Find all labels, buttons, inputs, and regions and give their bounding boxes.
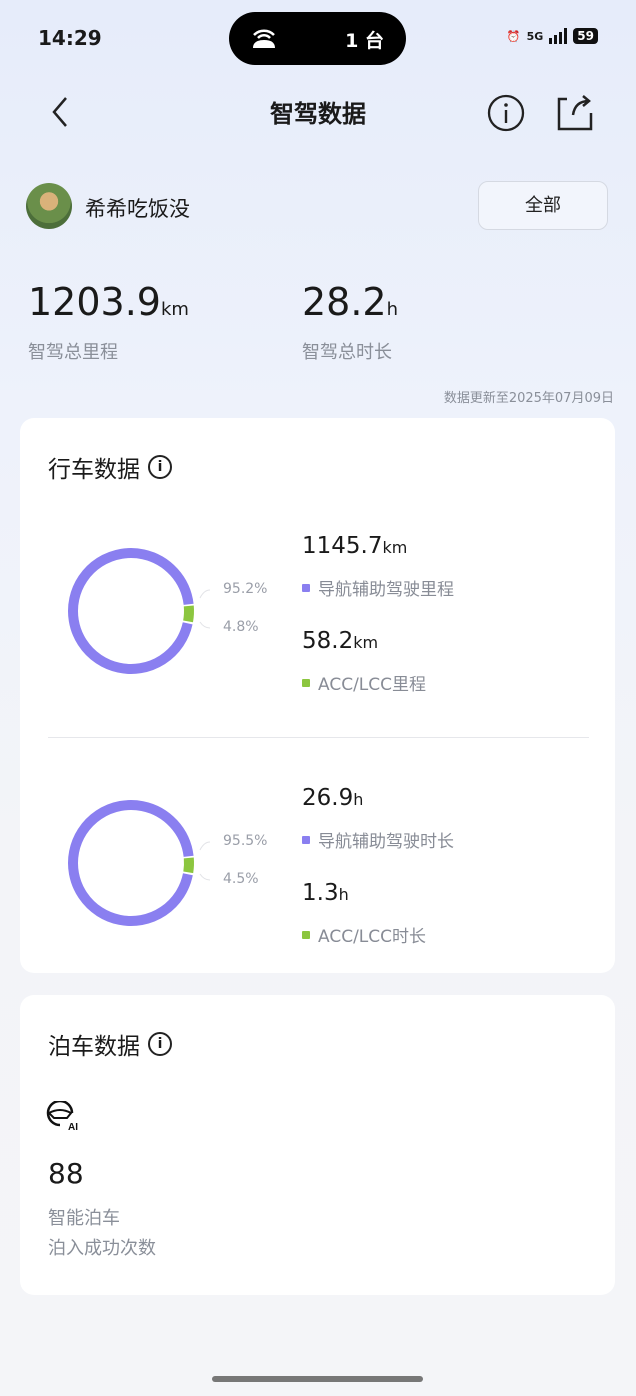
parking-title: 泊车数据	[48, 1034, 140, 1060]
legend-dot	[302, 930, 310, 939]
chevron-left-icon	[52, 97, 67, 127]
parking-card-title: 泊车数据 i	[48, 1027, 172, 1061]
duration-label: 智驾总时长	[302, 342, 392, 363]
driving-data-card: 行车数据 i 95.2% 4.8% 1145.7km 导航辅助驾驶里程 58.2k…	[20, 418, 615, 973]
distance-value: 1203.9	[28, 280, 161, 324]
parking-label-2: 泊入成功次数	[48, 1238, 156, 1259]
duration-nav-legend: 导航辅助驾驶时长	[302, 827, 454, 852]
mileage-acc-legend: ACC/LCC里程	[302, 670, 426, 695]
leader-lines	[199, 589, 211, 629]
duration-acc-pct: 4.5%	[223, 871, 259, 887]
donut-nav-segment	[68, 800, 194, 926]
device-count: 1 台	[345, 30, 384, 52]
share-button[interactable]	[555, 93, 595, 137]
dynamic-island[interactable]: 1 台	[229, 12, 406, 65]
avatar[interactable]	[26, 183, 72, 229]
legend-dot	[302, 835, 310, 844]
mileage-donut	[68, 548, 211, 674]
battery-level: 59	[573, 28, 598, 44]
info-icon[interactable]: i	[148, 1032, 172, 1056]
mileage-nav-pct: 95.2%	[223, 581, 268, 597]
legend-label: ACC/LCC时长	[318, 927, 427, 947]
alarm-icon: ⏰	[506, 29, 521, 43]
parking-count: 88	[48, 1157, 84, 1190]
duration-unit: h	[386, 299, 399, 320]
mileage-acc-value: 58.2km	[302, 628, 378, 654]
value: 1145.7	[302, 533, 383, 559]
car-connect-icon	[253, 29, 275, 48]
home-indicator[interactable]	[212, 1376, 423, 1382]
duration-nav-pct: 95.5%	[223, 833, 268, 849]
legend-label: ACC/LCC里程	[318, 675, 427, 695]
unit: km	[382, 538, 408, 557]
parking-label-1: 智能泊车	[48, 1208, 120, 1229]
distance-label: 智驾总里程	[28, 342, 118, 363]
parking-data-card: 泊车数据 i AI 88 智能泊车 泊入成功次数	[20, 995, 615, 1295]
status-time: 14:29	[38, 26, 102, 50]
donut-nav-segment	[68, 548, 194, 674]
distance-unit: km	[160, 299, 189, 320]
info-icon	[487, 94, 525, 132]
legend-label: 导航辅助驾驶时长	[318, 832, 454, 852]
unit: km	[353, 633, 379, 652]
legend-dot	[302, 678, 310, 687]
info-button[interactable]	[486, 93, 526, 137]
ai-steering-wheel-icon: AI	[46, 1101, 78, 1133]
unit: h	[353, 790, 364, 809]
duration-value: 28.2	[302, 280, 387, 324]
status-icons: ⏰ 5G 59	[507, 28, 598, 44]
mileage-nav-legend: 导航辅助驾驶里程	[302, 575, 454, 600]
info-icon[interactable]: i	[148, 455, 172, 479]
mileage-nav-value: 1145.7km	[302, 533, 407, 559]
unit: h	[338, 885, 349, 904]
duration-acc-value: 1.3h	[302, 880, 349, 906]
total-duration: 28.2h	[302, 280, 398, 324]
driving-title: 行车数据	[48, 457, 140, 483]
mileage-acc-pct: 4.8%	[223, 619, 259, 635]
page-title: 智驾数据	[270, 100, 366, 128]
duration-nav-value: 26.9h	[302, 785, 363, 811]
network-label: 5G	[526, 29, 544, 43]
value: 26.9	[302, 785, 354, 811]
duration-acc-legend: ACC/LCC时长	[302, 922, 426, 947]
legend-label: 导航辅助驾驶里程	[318, 580, 454, 600]
leader-lines	[199, 841, 211, 881]
ai-label: AI	[68, 1122, 78, 1133]
value: 58.2	[302, 628, 354, 654]
legend-dot	[302, 583, 310, 592]
back-button[interactable]	[46, 94, 76, 134]
duration-donut	[68, 800, 211, 926]
share-icon	[557, 95, 593, 131]
signal-icon	[549, 28, 568, 44]
total-distance: 1203.9km	[28, 280, 189, 324]
driving-card-title: 行车数据 i	[48, 450, 172, 484]
user-name: 希希吃饭没	[85, 197, 190, 221]
update-date: 数据更新至2025年07月09日	[443, 391, 614, 406]
filter-all-button[interactable]: 全部	[478, 181, 608, 230]
value: 1.3	[302, 880, 339, 906]
divider	[48, 737, 589, 738]
